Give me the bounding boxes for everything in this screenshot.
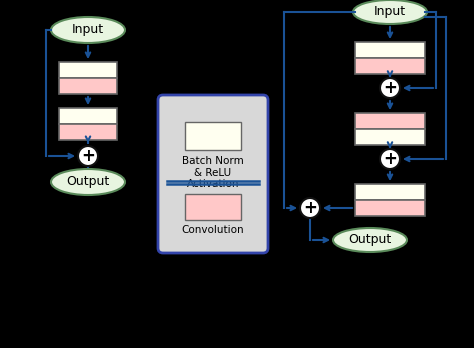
- Bar: [355, 113, 425, 129]
- Bar: [355, 58, 425, 74]
- Circle shape: [78, 146, 98, 166]
- Text: +: +: [303, 199, 317, 217]
- Bar: [185, 122, 241, 150]
- Bar: [185, 194, 241, 220]
- Bar: [355, 42, 425, 58]
- Bar: [59, 78, 117, 94]
- Text: Input: Input: [374, 6, 406, 18]
- Bar: [59, 124, 117, 140]
- Text: +: +: [81, 147, 95, 165]
- Circle shape: [380, 78, 400, 98]
- Text: Batch Norm
& ReLU
Activation: Batch Norm & ReLU Activation: [182, 156, 244, 189]
- Circle shape: [380, 149, 400, 169]
- Bar: [59, 62, 117, 78]
- Bar: [59, 108, 117, 124]
- Bar: [355, 200, 425, 216]
- Text: +: +: [383, 150, 397, 168]
- Ellipse shape: [353, 0, 427, 24]
- Text: Output: Output: [348, 234, 392, 246]
- Text: +: +: [383, 79, 397, 97]
- Ellipse shape: [333, 228, 407, 252]
- Text: Input: Input: [72, 24, 104, 37]
- FancyBboxPatch shape: [158, 95, 268, 253]
- Ellipse shape: [51, 17, 125, 43]
- Text: Convolution: Convolution: [182, 225, 244, 235]
- Text: Output: Output: [66, 175, 109, 189]
- Ellipse shape: [51, 169, 125, 195]
- Bar: [355, 184, 425, 200]
- Circle shape: [300, 198, 320, 218]
- Bar: [355, 129, 425, 145]
